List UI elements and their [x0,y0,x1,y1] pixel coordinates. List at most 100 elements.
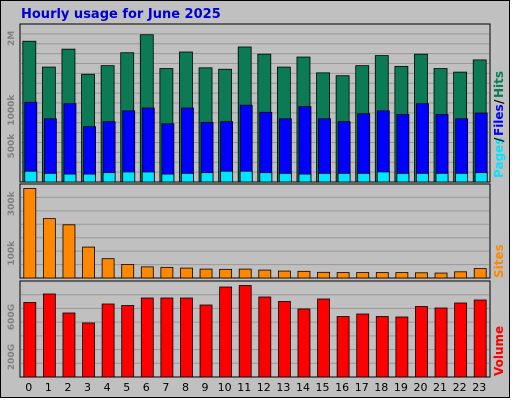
bar-sites [336,272,350,279]
y-tick-label: 200G [7,344,17,370]
bar-volume [317,298,330,378]
bar-sites [317,271,330,279]
chart-marks [22,34,488,378]
x-tick-label: 11 [237,381,251,394]
bar-pages [161,173,175,183]
bar-volume [454,302,468,378]
bar-sites [454,271,468,279]
bar-sites [82,246,95,279]
bar-sites [434,272,448,279]
legend-separator: / [492,137,506,142]
bar-files [298,106,312,183]
bar-pages [83,173,96,183]
bar-files [474,112,488,183]
bar-volume [101,303,115,378]
x-tick-label: 15 [316,381,330,394]
bar-pages [376,171,390,183]
chart-panels: 2M 1000k 500k 300k 100k 600G 200G [7,23,491,378]
y-tick-label: 100k [7,240,17,266]
bar-sites [180,267,193,279]
legend-separator: / [492,99,506,104]
bar-volume [140,297,154,378]
y-tick-label: 300k [7,190,17,216]
x-tick-label: 2 [64,381,71,394]
bar-sites [121,263,135,279]
y-tick-label: 2M [7,31,17,46]
x-tick-label: 3 [84,381,91,394]
bar-volume [82,322,95,378]
legend-sites: Sites [492,244,506,278]
bar-pages [43,172,57,183]
bar-pages [220,170,234,183]
bar-files [43,118,57,183]
bar-volume [42,293,56,378]
x-tick-label: 10 [218,381,232,394]
bar-files [161,123,175,183]
x-tick-label: 13 [276,381,290,394]
bar-pages [474,172,488,183]
x-axis: 0 1 2 3 4 5 6 7 8 9 10 11 12 13 14 15 16 17 18 19 20 21 22 23 [25,381,486,394]
x-tick-label: 5 [123,381,130,394]
bar-sites [473,268,487,279]
bar-pages [63,173,77,183]
chart-title: Hourly usage for June 2025 [21,7,221,22]
bar-volume [297,308,311,378]
bar-sites [219,268,233,279]
x-tick-label: 14 [296,381,310,394]
bar-pages [102,172,116,183]
x-tick-label: 20 [413,381,427,394]
bar-files [181,107,194,183]
x-tick-label: 6 [143,381,150,394]
bar-sites [297,270,311,279]
bar-pages [298,173,312,183]
x-tick-label: 0 [25,381,32,394]
bar-pages [396,172,410,183]
bar-pages [357,172,371,183]
x-tick-label: 16 [335,381,349,394]
bar-files [141,107,155,183]
bar-pages [259,172,273,183]
y-tick-label: 1000k [7,94,17,126]
bar-files [63,103,77,183]
bar-sites [277,270,291,279]
x-tick-label: 19 [394,381,408,394]
bar-volume [336,316,350,378]
legend-files: Files [492,104,506,136]
x-tick-label: 22 [453,381,467,394]
bar-pages [318,172,331,183]
bar-volume [23,302,37,378]
bar-pages [337,172,351,183]
x-tick-label: 17 [355,381,369,394]
bar-pages [200,172,214,183]
bar-volume [199,304,213,378]
bar-files [416,103,429,183]
bar-sites [160,266,174,279]
bar-files [455,118,469,183]
bar-pages [455,172,469,183]
bar-sites [238,268,252,279]
x-tick-label: 8 [182,381,189,394]
bar-pages [141,171,155,183]
bar-volume [62,312,76,378]
bar-files [239,104,253,183]
bar-sites [101,258,115,279]
bar-sites [415,272,428,279]
panel-volume [19,280,491,378]
bar-files [259,111,273,183]
x-tick-label: 1 [45,381,52,394]
bar-volume [258,296,272,378]
bar-pages [416,172,429,183]
x-tick-label: 18 [374,381,388,394]
y-tick-label: 500k [7,133,17,159]
bar-files [357,113,371,183]
bar-files [376,110,390,183]
bar-pages [181,172,194,183]
bar-pages [435,172,449,183]
bar-files [122,110,136,183]
bar-files [318,118,331,183]
bar-volume [356,313,370,378]
bar-volume [219,286,233,378]
bar-volume [277,301,291,378]
bar-sites [395,272,409,279]
